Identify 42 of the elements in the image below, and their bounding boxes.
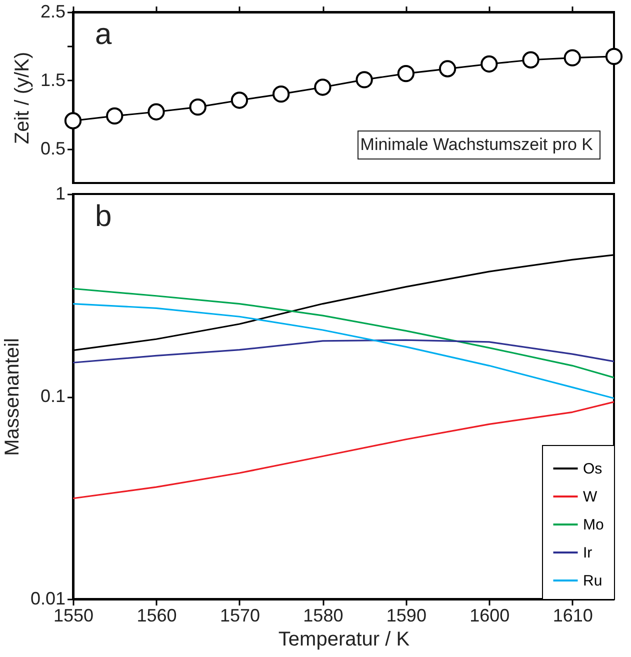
x-tick-label: 1580 [303, 606, 344, 626]
point [230, 92, 248, 109]
y-axis-title: Zeit / (y/K) [11, 52, 34, 144]
point [438, 60, 456, 78]
legend-label: Ru [583, 572, 602, 590]
point [356, 71, 373, 88]
line-series [73, 288, 614, 378]
point [605, 48, 623, 66]
line-series [73, 302, 614, 400]
point [106, 107, 124, 125]
point [397, 64, 415, 82]
legend-label: Os [583, 460, 602, 478]
point [272, 86, 290, 103]
y-axis-title: Massenanteil [1, 338, 24, 456]
y-tick-label: 2.5 [40, 2, 66, 22]
point [148, 103, 165, 120]
point [314, 78, 332, 96]
legend-label: W [583, 488, 598, 506]
point [480, 55, 498, 73]
legend-label: Ir [583, 544, 592, 562]
legend-label: Mo [583, 516, 604, 534]
annotation: a [95, 18, 112, 51]
annotation: b [95, 200, 112, 233]
y-tick-label: 0.1 [40, 386, 66, 406]
x-tick-label: 1550 [53, 606, 94, 626]
y-tick-label: 0.01 [30, 588, 66, 608]
point [522, 51, 540, 68]
y-tick-label: 1 [55, 184, 66, 204]
line-series [73, 339, 614, 364]
x-tick-label: 1600 [470, 606, 510, 626]
point [564, 49, 581, 66]
x-tick-label: 1570 [220, 606, 260, 626]
x-tick-label: 1610 [552, 606, 593, 626]
x-tick-label: 1590 [386, 606, 426, 626]
y-tick-label: 1.5 [40, 70, 66, 90]
annotation: Minimale Wachstumszeit pro K [360, 135, 594, 154]
point [64, 112, 82, 130]
x-axis-title: Temperatur / K [278, 628, 410, 650]
line-series [73, 401, 614, 500]
y-tick-label: 0.5 [40, 138, 66, 158]
x-tick-label: 1560 [136, 606, 177, 626]
point [189, 98, 206, 116]
